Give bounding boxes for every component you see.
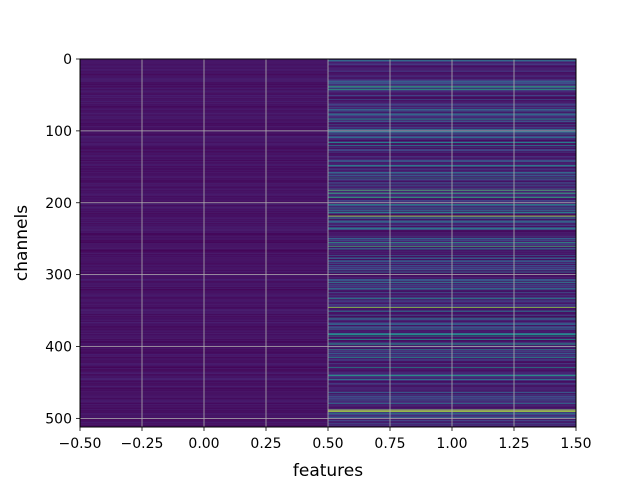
x-tick-label-0: −0.50 (59, 436, 102, 452)
y-tick-label-3: 300 (45, 268, 72, 284)
x-tick-label-2: 0.00 (188, 436, 219, 452)
x-tick-label-6: 1.00 (436, 436, 467, 452)
y-tick-label-1: 100 (45, 124, 72, 140)
y-tick-label-5: 500 (45, 411, 72, 427)
x-tick-label-3: 0.25 (250, 436, 281, 452)
y-axis-label: channels (12, 205, 32, 281)
x-tick-label-1: −0.25 (121, 436, 164, 452)
y-tick-label-0: 0 (63, 52, 72, 68)
x-axis-label: features (293, 461, 363, 480)
x-tick-label-7: 1.25 (498, 436, 529, 452)
x-tick-label-8: 1.50 (560, 436, 591, 452)
x-tick-label-5: 0.75 (374, 436, 405, 452)
y-tick-label-4: 400 (45, 340, 72, 356)
x-axis: −0.50 −0.25 0.00 0.25 0.50 0.75 1.00 1.25 1.50 (59, 427, 592, 452)
y-axis: 0 100 200 300 400 500 (45, 52, 80, 427)
y-tick-label-2: 200 (45, 196, 72, 212)
x-tick-label-4: 0.50 (312, 436, 343, 452)
